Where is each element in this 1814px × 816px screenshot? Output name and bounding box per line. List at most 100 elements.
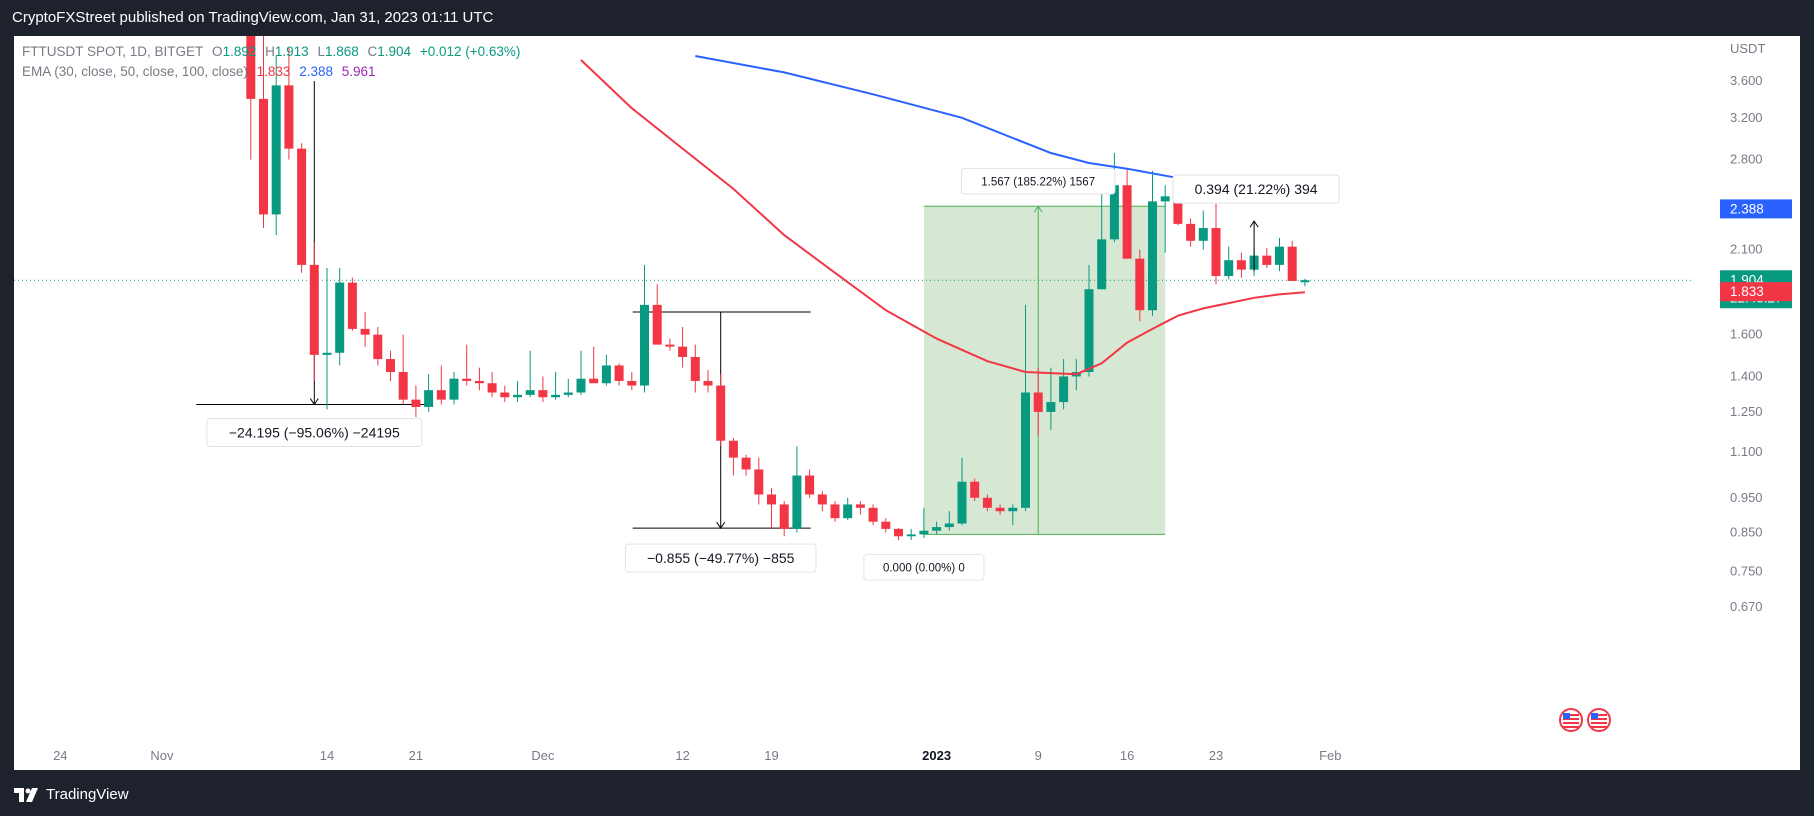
candle: [1122, 168, 1132, 259]
candle: [462, 344, 472, 386]
candle: [1275, 237, 1284, 272]
candle: [436, 365, 446, 405]
price-label-value: 1.833: [1730, 284, 1764, 299]
candle: [487, 372, 497, 398]
candle-body: [259, 98, 268, 215]
candle: [932, 521, 942, 535]
y-axis-unit: USDT: [1730, 41, 1765, 56]
candle-body: [1059, 376, 1069, 403]
candle-body: [551, 394, 561, 398]
candle: [1059, 359, 1069, 410]
candle-body: [957, 481, 967, 524]
candle-body: [843, 504, 853, 519]
candle: [792, 446, 802, 533]
price-chart[interactable]: −24.195 (−95.06%) −24195 −0.855 (−49.77%)…: [14, 36, 1800, 770]
candle: [957, 457, 967, 526]
measure-label-3-text: 0.394 (21.22%) 394: [1195, 181, 1318, 197]
measure-label-2-box: [624, 543, 817, 573]
candle-body: [703, 380, 713, 386]
price-label-bg: [1720, 199, 1792, 219]
measure-label-3-box: [1172, 174, 1340, 204]
candle: [1224, 246, 1234, 280]
candle-body: [1109, 185, 1119, 240]
long-position-entry-label-text: 0.000 (0.00%) 0: [883, 563, 965, 575]
candle-body: [487, 383, 497, 393]
candle: [767, 488, 776, 529]
candle-body: [716, 385, 726, 441]
candle-body: [525, 390, 535, 395]
measure-label-2: −0.855 (−49.77%) −855: [624, 543, 817, 573]
price-label-bg: [1720, 282, 1792, 302]
candle-body: [1300, 280, 1310, 283]
candle: [1236, 252, 1246, 278]
tradingview-brand: TradingView: [46, 786, 129, 803]
candle-body: [741, 457, 751, 470]
candle-body: [868, 507, 878, 522]
candle: [551, 372, 561, 400]
candle-body: [1262, 255, 1272, 265]
candle: [1021, 304, 1030, 512]
candle-body: [906, 534, 916, 537]
tradingview-logo[interactable]: TradingView: [14, 786, 129, 803]
candle-body: [932, 527, 942, 531]
flag-stripe: [1591, 718, 1607, 720]
candle: [386, 350, 395, 381]
candle: [601, 354, 611, 386]
candle-body: [309, 264, 319, 355]
candle: [1008, 504, 1018, 526]
x-tick-label: 2023: [922, 748, 951, 763]
candle: [741, 454, 751, 476]
candle: [843, 497, 853, 520]
candle: [919, 507, 929, 539]
legend-open-label: O: [212, 44, 223, 59]
legend-ema-row: EMA (30, close, 50, close, 100, close) 1…: [22, 64, 381, 79]
candle-body: [1148, 201, 1157, 311]
legend-ema30-value: 1.833: [256, 64, 291, 79]
candle: [347, 277, 357, 331]
tradingview-logo-icon: [14, 787, 38, 802]
long-position-arrow-head: [1033, 205, 1043, 213]
candle: [309, 242, 319, 381]
candle: [398, 334, 408, 405]
x-tick-label: 24: [53, 748, 67, 763]
candle: [652, 284, 662, 345]
candle-body: [944, 523, 954, 528]
candle: [881, 518, 891, 533]
y-tick-label: 3.600: [1730, 73, 1763, 88]
candle-body: [678, 346, 688, 357]
candle-body: [1186, 223, 1196, 241]
candle: [944, 511, 954, 531]
legend-ema-label: EMA (30, close, 50, close, 100, close): [22, 64, 248, 79]
candle: [411, 385, 421, 417]
chart-panel[interactable]: −24.195 (−95.06%) −24195 −0.855 (−49.77%)…: [14, 36, 1800, 770]
legend-close-label: C: [367, 44, 378, 59]
candle: [690, 344, 700, 393]
publisher-line: CryptoFXStreet published on TradingView.…: [12, 9, 494, 26]
candle-body: [271, 85, 281, 215]
candle: [627, 372, 637, 391]
candle-body: [500, 392, 510, 398]
price-label: 2.388: [1720, 199, 1792, 219]
flag-stripe: [1563, 718, 1579, 720]
candle-body: [894, 528, 903, 537]
price-label-value: 2.388: [1730, 201, 1764, 216]
x-tick-label: Nov: [150, 748, 174, 763]
y-tick-label: 0.850: [1730, 525, 1763, 540]
legend-close-value: 1.904: [377, 44, 412, 59]
candle-body: [830, 504, 840, 519]
y-tick-label: 1.600: [1730, 327, 1763, 342]
candle-body: [1198, 228, 1208, 241]
flag-canton: [1591, 713, 1598, 719]
y-tick-label: 1.100: [1730, 444, 1763, 459]
ema-line-ema50: [695, 55, 1217, 187]
candle-body: [563, 392, 573, 395]
candle-body: [728, 440, 738, 458]
candle-body: [1033, 392, 1043, 412]
candle-body: [284, 85, 294, 149]
candle: [1109, 152, 1119, 243]
publisher-header: CryptoFXStreet published on TradingView.…: [0, 0, 1814, 36]
x-tick-label: 16: [1120, 748, 1134, 763]
candle: [805, 469, 815, 498]
candle-body: [881, 521, 891, 529]
candle: [360, 312, 370, 347]
